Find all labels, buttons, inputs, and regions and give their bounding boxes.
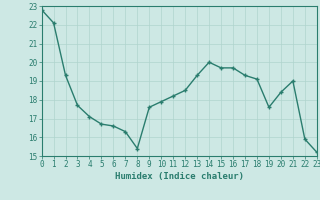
X-axis label: Humidex (Indice chaleur): Humidex (Indice chaleur) [115, 172, 244, 181]
